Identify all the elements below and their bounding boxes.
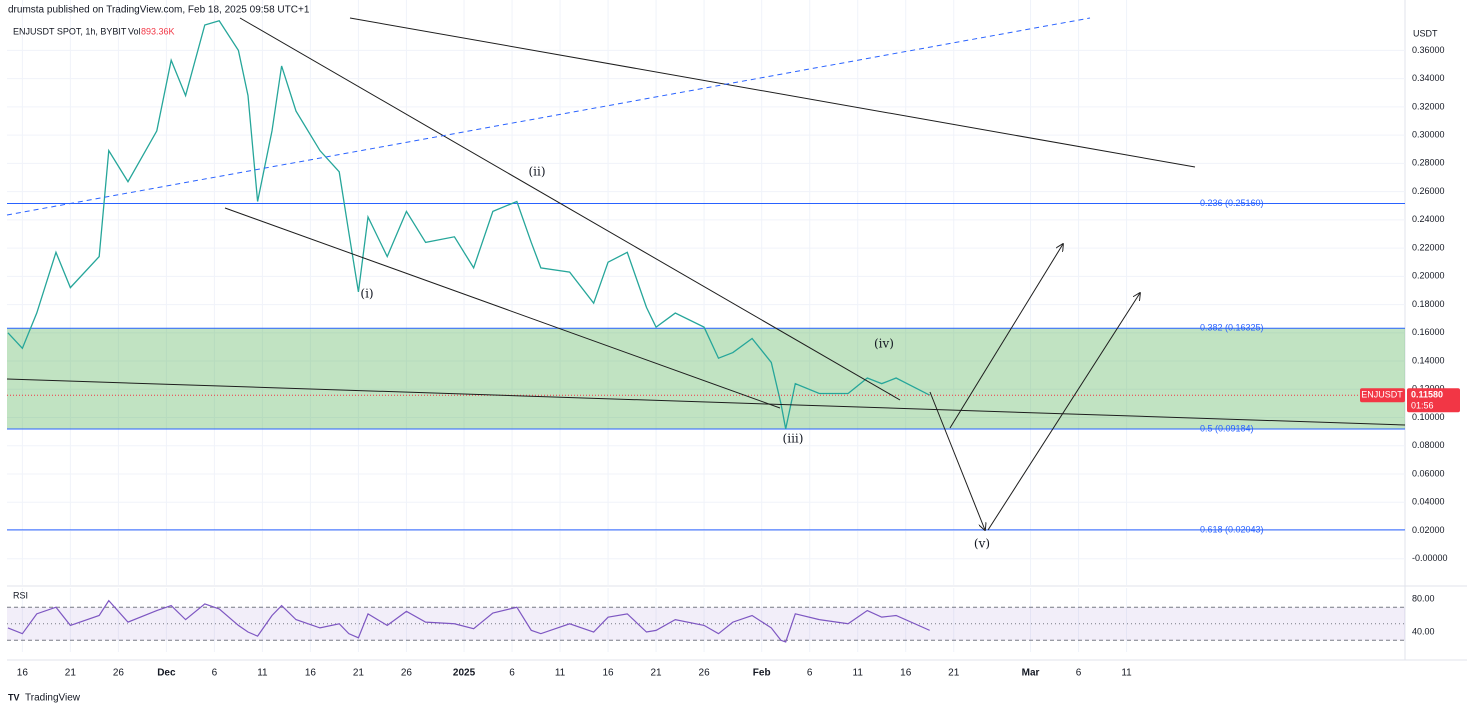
x-tick-label: 16	[17, 668, 29, 679]
symbol-tag	[1360, 388, 1405, 403]
y-tick-label: 40.00	[1412, 626, 1435, 636]
x-tick-label: 6	[509, 668, 515, 679]
logo: TV	[8, 692, 20, 702]
x-tick-label: 16	[305, 668, 317, 679]
x-tick-label: Feb	[753, 668, 771, 679]
x-tick-label: 16	[900, 668, 912, 679]
y-tick-label: 0.32000	[1412, 101, 1445, 111]
x-tick-label: 16	[603, 668, 615, 679]
price-tag-label: 0.11580	[1411, 390, 1443, 400]
x-tick-label: Dec	[157, 668, 176, 679]
y-tick-label: 0.30000	[1412, 130, 1445, 140]
x-tick-label: 6	[1076, 668, 1082, 679]
y-tick-label: 0.08000	[1412, 440, 1445, 450]
x-tick-label: 21	[65, 668, 77, 679]
dashed-trend-line	[6, 17, 1091, 216]
marks: 16 21 26 Dec 6 11 16 21 26 2025 6 11 16 21 26 Feb 6 11 16 2…	[7, 19, 1460, 679]
rsi-title: RSI	[13, 590, 28, 600]
y-tick-label: 0.10000	[1412, 412, 1445, 422]
x-tick-label: 21	[651, 668, 663, 679]
x-tick-label: Mar	[1022, 668, 1040, 679]
fib-zone	[7, 328, 1405, 430]
trend-line	[6, 378, 1406, 426]
volume: 893.36K	[141, 26, 175, 36]
trend-line	[239, 17, 901, 401]
background	[7, 0, 1467, 661]
x-tick-label: 6	[807, 668, 813, 679]
price-tag	[1407, 388, 1460, 413]
fib-label: 0.382 (0.16325)	[1200, 323, 1264, 333]
trend-line	[349, 17, 1196, 168]
wave-label: (iii)	[783, 432, 804, 446]
x-tick-label: 11	[555, 668, 566, 679]
y-tick-label: 0.18000	[1412, 299, 1445, 309]
y-tick-label: 0.28000	[1412, 158, 1445, 168]
y-tick-label: 0.26000	[1412, 186, 1445, 196]
axis-unit: USDT	[1413, 28, 1438, 38]
price-countdown: 01:56	[1411, 401, 1434, 411]
trend-line	[224, 207, 781, 409]
x-tick-label: 21	[353, 668, 365, 679]
y-tick-label: 0.20000	[1412, 271, 1445, 281]
y-tick-label: 0.02000	[1412, 525, 1445, 535]
price-line	[7, 19, 931, 429]
fib-label: 0.236 (0.25160)	[1200, 198, 1264, 208]
y-tick-label: 0.16000	[1412, 327, 1445, 337]
y-tick-label: 0.22000	[1412, 242, 1445, 252]
x-tick-label: 11	[1121, 668, 1132, 679]
publisher: drumsta published on TradingView.com, Fe…	[8, 5, 310, 16]
y-tick-label: 0.06000	[1412, 468, 1445, 478]
symbol: ENJUSDT SPOT, 1h, BYBIT	[13, 26, 127, 36]
y-tick-label: 0.36000	[1412, 45, 1445, 55]
y-tick-label: 0.14000	[1412, 355, 1445, 365]
x-tick-label: 21	[948, 668, 960, 679]
plot-area	[7, 0, 1405, 652]
brand: TradingView	[25, 693, 81, 704]
rsi-line	[7, 599, 930, 643]
symbol-tag-label: ENJUSDT	[1361, 390, 1403, 400]
y-tick-label: 0.04000	[1412, 497, 1445, 507]
projection-arrow	[987, 293, 1140, 531]
wave-label: (i)	[360, 287, 373, 301]
projection-arrow	[929, 391, 985, 530]
fib-label: 0.5 (0.09184)	[1200, 423, 1254, 433]
projection-arrow	[949, 244, 1063, 429]
x-tick-label: 11	[257, 668, 268, 679]
x-tick-label: 11	[853, 668, 864, 679]
x-tick-label: 6	[212, 668, 218, 679]
y-tick-label: 0.34000	[1412, 73, 1445, 83]
x-tick-label: 2025	[453, 668, 476, 679]
y-tick-label: 80.00	[1412, 593, 1435, 603]
x-tick-label: 26	[113, 668, 125, 679]
x-tick-label: 26	[699, 668, 711, 679]
volume-label: Vol	[128, 26, 141, 36]
drawings: (i) (ii) (iii) (iv) (v)	[6, 17, 1406, 551]
y-tick-label: 0.24000	[1412, 214, 1445, 224]
y-tick-label: -0.00000	[1412, 553, 1448, 563]
x-tick-label: 26	[401, 668, 413, 679]
fib-label: 0.618 (0.02043)	[1200, 524, 1264, 534]
wave-label: (v)	[974, 537, 990, 551]
wave-label: (iv)	[874, 337, 894, 351]
wave-label: (ii)	[528, 165, 545, 179]
